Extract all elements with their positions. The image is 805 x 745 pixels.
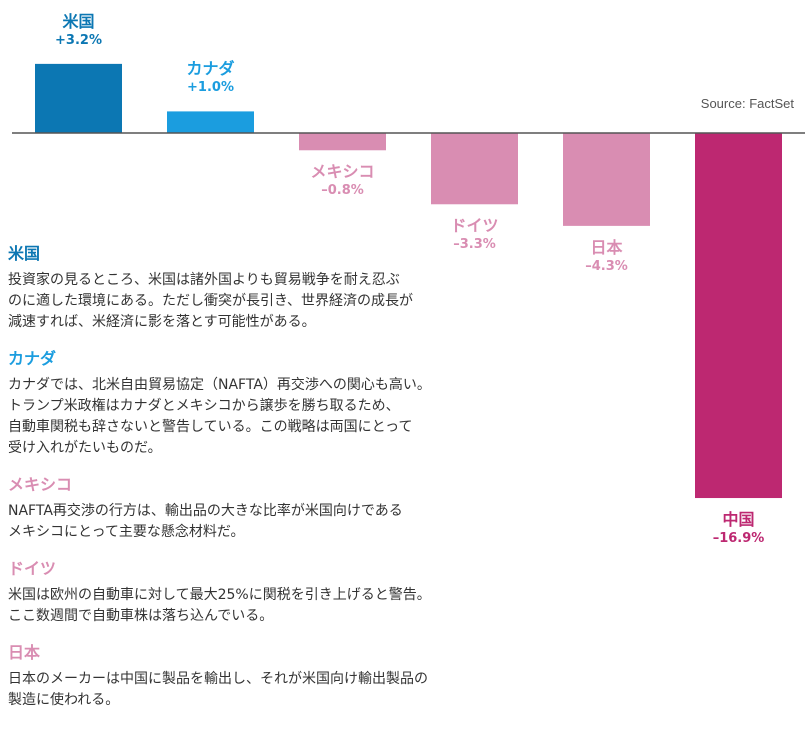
- note-title: 日本: [8, 643, 41, 662]
- value-label: –4.3%: [585, 258, 628, 274]
- bar-germany: [431, 133, 518, 205]
- category-label: カナダ: [186, 59, 235, 79]
- note-body: 投資家の見るところ、米国は諸外国よりも貿易戦争を耐え忍ぶ のに適した環境にある。…: [8, 270, 508, 333]
- bar-canada: [167, 111, 254, 133]
- category-label: ドイツ: [450, 216, 499, 236]
- value-label: +3.2%: [55, 32, 102, 48]
- note-line: 投資家の見るところ、米国は諸外国よりも貿易戦争を耐え忍ぶ: [8, 272, 400, 288]
- note-line: NAFTA再交渉の行方は、輸出品の大きな比率が米国向けである: [8, 503, 403, 519]
- bar-label-usa: 米国 +3.2%: [15, 12, 142, 50]
- note-line: カナダでは、北米自由貿易協定（NAFTA）再交渉への関心も高い。: [8, 377, 431, 393]
- note-body: NAFTA再交渉の行方は、輸出品の大きな比率が米国向けである メキシコにとって主…: [8, 501, 508, 543]
- note-body: 米国は欧州の自動車に対して最大25%に関税を引き上げると警告。 ここ数週間で自動…: [8, 585, 508, 627]
- note-line: 製造に使われる。: [8, 692, 120, 708]
- value-label: –16.9%: [712, 531, 765, 547]
- category-label: メキシコ: [310, 162, 375, 182]
- bar-mexico: [299, 133, 386, 151]
- bar-label-canada: カナダ +1.0%: [147, 59, 274, 97]
- note-usa: 米国 投資家の見るところ、米国は諸外国よりも貿易戦争を耐え忍ぶ のに適した環境に…: [8, 244, 508, 333]
- note-line: 受け入れがたいものだ。: [8, 440, 162, 456]
- bar-label-japan: 日本 –4.3%: [543, 238, 670, 276]
- bar-label-mexico: メキシコ –0.8%: [279, 162, 406, 200]
- bars-group: [35, 63, 782, 499]
- note-line: 米国は欧州の自動車に対して最大25%に関税を引き上げると警告。: [8, 587, 431, 603]
- bar-label-germany: ドイツ –3.3%: [411, 216, 538, 254]
- note-title: 米国: [8, 244, 41, 263]
- note-title: メキシコ: [8, 475, 73, 494]
- note-body: カナダでは、北米自由貿易協定（NAFTA）再交渉への関心も高い。 トランプ米政権…: [8, 375, 508, 459]
- bar-japan: [563, 133, 650, 226]
- note-japan: 日本 日本のメーカーは中国に製品を輸出し、それが米国向け輸出製品の 製造に使われ…: [8, 643, 508, 711]
- note-line: メキシコにとって主要な懸念材料だ。: [8, 524, 245, 540]
- note-line: ここ数週間で自動車株は落ち込んでいる。: [8, 608, 274, 624]
- category-label: 日本: [590, 237, 623, 257]
- note-line: 日本のメーカーは中国に製品を輸出し、それが米国向け輸出製品の: [8, 671, 428, 687]
- bar-label-china: 中国 –16.9%: [675, 510, 802, 548]
- note-line: のに適した環境にある。ただし衝突が長引き、世界経済の成長が: [8, 293, 414, 309]
- note-title: カナダ: [8, 349, 57, 368]
- country-notes: 米国 投資家の見るところ、米国は諸外国よりも貿易戦争を耐え忍ぶ のに適した環境に…: [8, 244, 508, 711]
- bar-usa: [35, 63, 122, 133]
- note-canada: カナダ カナダでは、北米自由貿易協定（NAFTA）再交渉への関心も高い。 トラン…: [8, 349, 508, 459]
- note-body: 日本のメーカーは中国に製品を輸出し、それが米国向け輸出製品の 製造に使われる。: [8, 669, 508, 711]
- note-line: 自動車関税も辞さないと警告している。この戦略は両国にとって: [8, 419, 413, 435]
- value-label: –3.3%: [453, 237, 496, 253]
- note-line: 減速すれば、米経済に影を落とす可能性がある。: [8, 314, 316, 330]
- note-title: ドイツ: [8, 559, 57, 578]
- source-note: Source: FactSet: [700, 96, 794, 111]
- value-label: +1.0%: [187, 80, 234, 96]
- category-label: 中国: [722, 510, 755, 530]
- note-germany: ドイツ 米国は欧州の自動車に対して最大25%に関税を引き上げると警告。 ここ数週…: [8, 559, 508, 627]
- note-mexico: メキシコ NAFTA再交渉の行方は、輸出品の大きな比率が米国向けである メキシコ…: [8, 475, 508, 543]
- note-line: トランプ米政権はカナダとメキシコから譲歩を勝ち取るため、: [8, 398, 400, 414]
- category-label: 米国: [62, 11, 95, 31]
- bar-china: [695, 133, 782, 499]
- value-label: –0.8%: [321, 183, 364, 199]
